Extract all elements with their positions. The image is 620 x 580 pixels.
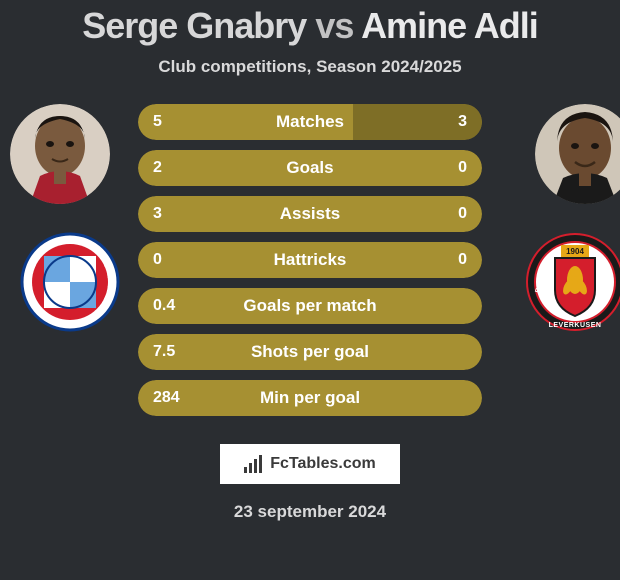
player2-photo	[535, 104, 620, 204]
fctables-logo: FcTables.com	[220, 444, 400, 484]
leverkusen-badge-icon: 1904 LEVERKUSEN BAYER	[525, 232, 620, 332]
stat-label: Assists	[138, 204, 482, 224]
svg-text:1904: 1904	[566, 247, 584, 256]
stats-list: 5Matches32Goals03Assists00Hattricks00.4G…	[138, 104, 482, 426]
stat-row: 284Min per goal	[138, 380, 482, 416]
page-title: Serge Gnabry vs Amine Adli	[0, 5, 620, 47]
stat-label: Shots per goal	[138, 342, 482, 362]
stat-label: Matches	[138, 112, 482, 132]
player1-face-icon	[10, 104, 110, 204]
logo-text: FcTables.com	[270, 455, 376, 473]
comparison-main: FC BAYERN MÜNCHEN 1904 LEVERKUSE	[0, 104, 620, 434]
player2-club-badge: 1904 LEVERKUSEN BAYER	[525, 232, 620, 332]
bayern-badge-icon: FC BAYERN MÜNCHEN	[20, 232, 120, 332]
date-label: 23 september 2024	[0, 502, 620, 522]
stat-value-right: 3	[458, 113, 467, 131]
stat-row: 5Matches3	[138, 104, 482, 140]
stat-row: 3Assists0	[138, 196, 482, 232]
svg-text:LEVERKUSEN: LEVERKUSEN	[549, 322, 602, 329]
stat-label: Min per goal	[138, 388, 482, 408]
stat-label: Hattricks	[138, 250, 482, 270]
stat-row: 2Goals0	[138, 150, 482, 186]
player1-club-badge: FC BAYERN MÜNCHEN	[20, 232, 120, 332]
subtitle: Club competitions, Season 2024/2025	[0, 57, 620, 77]
stat-value-right: 0	[458, 205, 467, 223]
player1-photo	[10, 104, 110, 204]
player2-face-icon	[535, 104, 620, 204]
stat-row: 7.5Shots per goal	[138, 334, 482, 370]
stat-label: Goals per match	[138, 296, 482, 316]
stat-label: Goals	[138, 158, 482, 178]
title-player2: Amine Adli	[361, 5, 538, 46]
stat-value-right: 0	[458, 251, 467, 269]
title-vs: vs	[315, 5, 353, 46]
comparison-card: Serge Gnabry vs Amine Adli Club competit…	[0, 0, 620, 580]
stat-row: 0.4Goals per match	[138, 288, 482, 324]
logo-bars-icon	[244, 455, 266, 473]
title-player1: Serge Gnabry	[82, 5, 306, 46]
stat-value-right: 0	[458, 159, 467, 177]
stat-row: 0Hattricks0	[138, 242, 482, 278]
